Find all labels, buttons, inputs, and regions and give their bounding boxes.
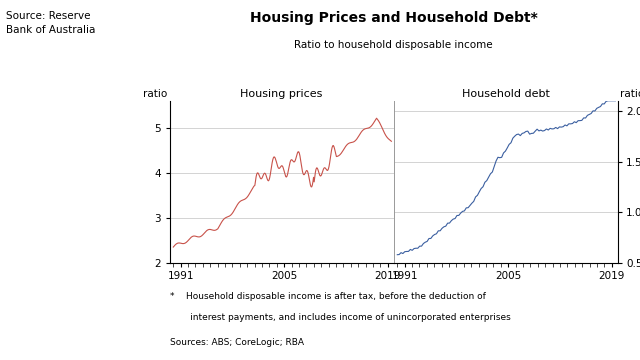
Text: Ratio to household disposable income: Ratio to household disposable income bbox=[294, 40, 493, 50]
Text: Source: Reserve
Bank of Australia: Source: Reserve Bank of Australia bbox=[6, 11, 96, 35]
Text: *    Household disposable income is after tax, before the deduction of: * Household disposable income is after t… bbox=[170, 292, 486, 301]
Text: Sources: ABS; CoreLogic; RBA: Sources: ABS; CoreLogic; RBA bbox=[170, 338, 303, 347]
Text: ratio: ratio bbox=[620, 89, 640, 99]
Text: ratio: ratio bbox=[143, 89, 167, 99]
Text: Housing prices: Housing prices bbox=[241, 89, 323, 99]
Text: interest payments, and includes income of unincorporated enterprises: interest payments, and includes income o… bbox=[170, 313, 510, 322]
Text: Housing Prices and Household Debt*: Housing Prices and Household Debt* bbox=[250, 11, 538, 25]
Text: Household debt: Household debt bbox=[461, 89, 550, 99]
